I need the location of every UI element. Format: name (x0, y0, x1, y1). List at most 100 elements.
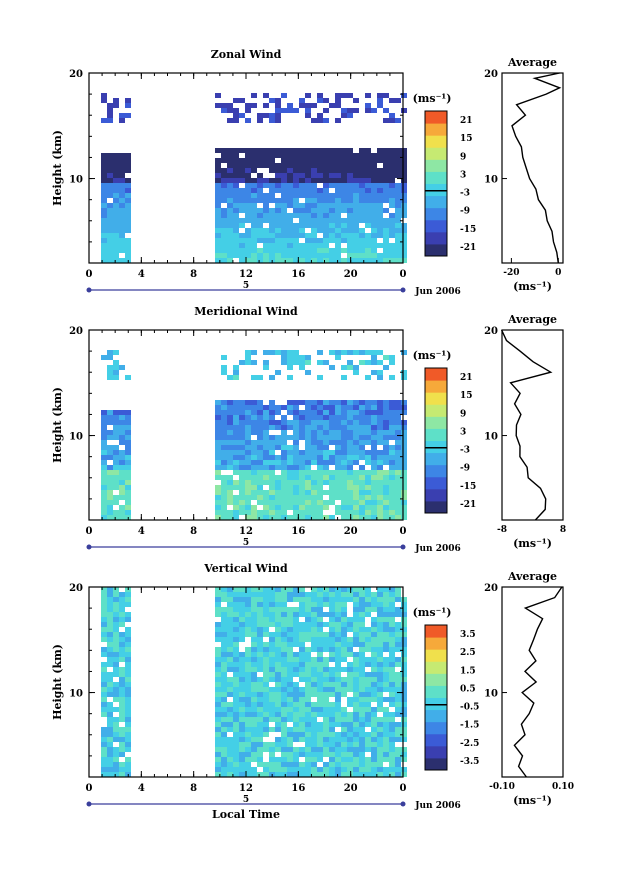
heatmap-cell (293, 732, 299, 737)
heatmap-cell (275, 617, 281, 622)
heatmap-cell (239, 692, 245, 697)
heatmap-cell (101, 218, 107, 223)
heatmap-cell (329, 672, 335, 677)
heatmap-cell (365, 662, 371, 667)
heatmap-cell (341, 238, 347, 243)
heatmap-cell (293, 193, 299, 198)
heatmap-cell (359, 510, 365, 515)
heatmap-cell (125, 113, 131, 118)
heatmap-cell (401, 243, 407, 248)
heatmap-cell (383, 258, 389, 263)
heatmap-cell (383, 415, 389, 420)
heatmap-cell (281, 587, 287, 592)
heatmap-cell (227, 233, 233, 238)
heatmap-cell (125, 158, 131, 163)
heatmap-cell (107, 712, 113, 717)
heatmap-cell (377, 682, 383, 687)
heatmap-cell (227, 722, 233, 727)
heatmap-cell (371, 480, 377, 485)
heatmap-cell (101, 455, 107, 460)
heatmap-cell (275, 258, 281, 263)
heatmap-cell (389, 98, 395, 103)
heatmap-cell (221, 103, 227, 108)
heatmap-cell (245, 435, 251, 440)
heatmap-cell (395, 697, 401, 702)
heatmap-cell (371, 108, 377, 113)
heatmap-cell (227, 587, 233, 592)
heatmap-cell (287, 178, 293, 183)
heatmap-cell (221, 400, 227, 405)
heatmap-cell (257, 752, 263, 757)
heatmap-cell (371, 687, 377, 692)
heatmap-cell (305, 662, 311, 667)
heatmap-cell (221, 772, 227, 777)
heatmap-cell (215, 515, 221, 520)
heatmap-cell (323, 420, 329, 425)
heatmap-cell (281, 243, 287, 248)
heatmap-cell (335, 742, 341, 747)
heatmap-cell (263, 440, 269, 445)
heatmap-cell (107, 637, 113, 642)
heatmap-cell (323, 360, 329, 365)
heatmap-cell (227, 178, 233, 183)
heatmap-cell (323, 632, 329, 637)
heatmap-cell (269, 622, 275, 627)
heatmap-cell (245, 742, 251, 747)
heatmap-cell (389, 178, 395, 183)
heatmap-cell (221, 485, 227, 490)
heatmap-cell (287, 375, 293, 380)
heatmap-cell (377, 350, 383, 355)
heatmap-cell (383, 627, 389, 632)
heatmap-cell (377, 183, 383, 188)
heatmap-cell (383, 238, 389, 243)
heatmap-cell (305, 657, 311, 662)
heatmap-cell (101, 118, 107, 123)
heatmap-cell (113, 370, 119, 375)
heatmap-cell (377, 722, 383, 727)
heatmap-cell (389, 737, 395, 742)
heatmap-cell (341, 248, 347, 253)
heatmap-cell (359, 662, 365, 667)
heatmap-cell (311, 682, 317, 687)
heatmap-cell (389, 163, 395, 168)
heatmap-cell (365, 642, 371, 647)
heatmap-cell (317, 677, 323, 682)
heatmap-cell (287, 360, 293, 365)
heatmap-cell (263, 597, 269, 602)
heatmap-cell (353, 163, 359, 168)
heatmap-cell (305, 702, 311, 707)
heatmap-cell (215, 510, 221, 515)
heatmap-cell (269, 597, 275, 602)
heatmap-cell (317, 702, 323, 707)
heatmap-cell (383, 158, 389, 163)
heatmap-cell (323, 702, 329, 707)
heatmap-cell (239, 505, 245, 510)
heatmap-cell (359, 163, 365, 168)
heatmap-cell (233, 622, 239, 627)
heatmap-cell (311, 632, 317, 637)
heatmap-cell (215, 622, 221, 627)
heatmap-cell (239, 238, 245, 243)
heatmap-cell (107, 647, 113, 652)
heatmap-cell (233, 485, 239, 490)
heatmap-cell (233, 163, 239, 168)
heatmap-cell (263, 712, 269, 717)
heatmap-cell (275, 662, 281, 667)
heatmap-cell (377, 587, 383, 592)
heatmap-cell (383, 490, 389, 495)
heatmap-cell (317, 375, 323, 380)
heatmap-cell (401, 470, 407, 475)
heatmap-cell (341, 692, 347, 697)
heatmap-cell (401, 193, 407, 198)
heatmap-cell (245, 672, 251, 677)
heatmap-cell (365, 253, 371, 258)
heatmap-cell (353, 500, 359, 505)
heatmap-cell (227, 375, 233, 380)
heatmap-cell (359, 697, 365, 702)
heatmap-cell (293, 203, 299, 208)
heatmap-cell (389, 168, 395, 173)
heatmap-cell (251, 767, 257, 772)
heatmap-cell (329, 602, 335, 607)
heatmap-cell (341, 727, 347, 732)
heatmap-cell (107, 682, 113, 687)
